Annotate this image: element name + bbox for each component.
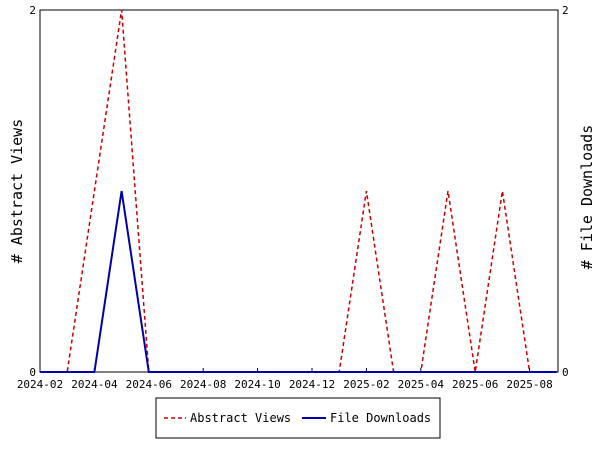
legend: Abstract Views File Downloads [155,397,441,439]
series-layer [40,9,557,373]
y-right-tick-label: 2 [562,4,569,17]
y-axis-title-left: # Abstract Views [8,119,26,264]
x-tick-label: 2025-08 [506,378,552,391]
plot-frame [39,9,559,373]
y-axis-labels: 0 2 0 2 [29,4,568,379]
x-tick-label: 2025-06 [452,378,498,391]
x-tick-label: 2024-06 [126,378,172,391]
x-tick-label: 2025-04 [398,378,445,391]
legend-label-file-downloads: File Downloads [330,411,431,425]
series-line-abstract-views [40,9,557,373]
y-left-tick-label: 2 [29,4,36,17]
legend-box [155,397,441,439]
y-axis-title-right: # File Downloads [578,125,596,270]
x-tick-label: 2024-08 [180,378,226,391]
x-axis-labels: 2024-02 2024-04 2024-06 2024-08 2024-10 2024-… [17,378,553,391]
x-tick-label: 2024-12 [289,378,335,391]
y-left-tick-label: 0 [29,366,36,379]
x-tick-label: 2025-02 [343,378,389,391]
y-right-tick-label: 0 [562,366,569,379]
axis-ticks [39,9,558,373]
series-line-file-downloads [40,190,557,373]
x-tick-label: 2024-10 [234,378,280,391]
x-tick-label: 2024-02 [17,378,63,391]
x-tick-label: 2024-04 [71,378,118,391]
legend-label-abstract-views: Abstract Views [190,411,291,425]
